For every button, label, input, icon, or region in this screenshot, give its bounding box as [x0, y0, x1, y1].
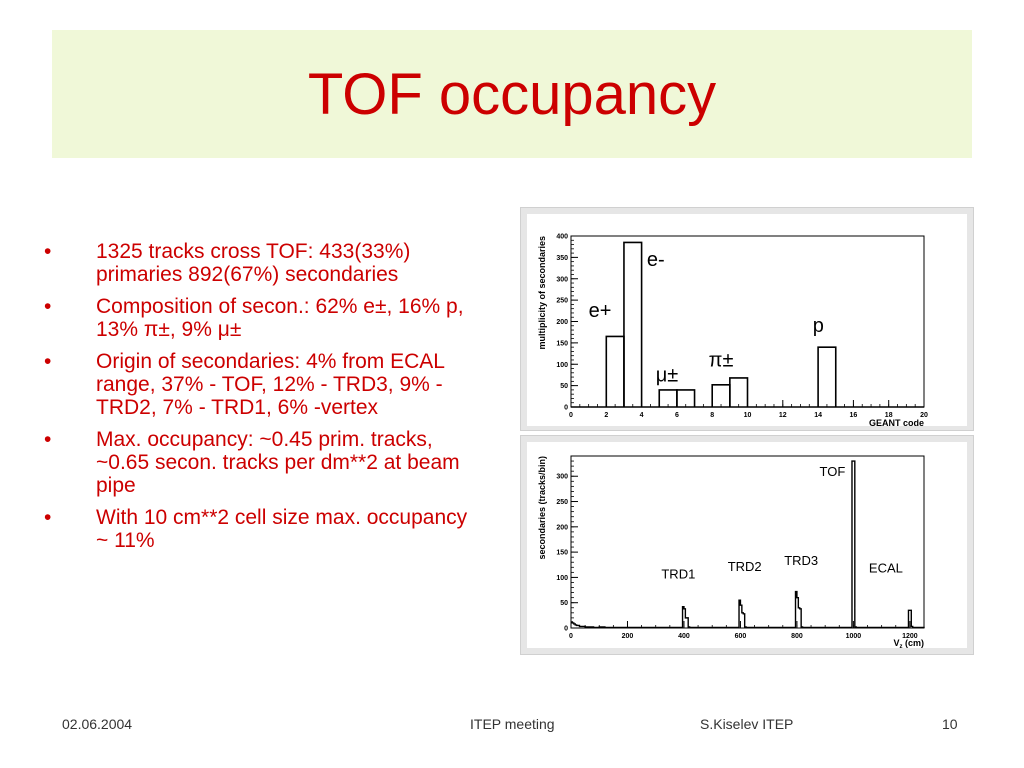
x-tick-label: 4	[640, 412, 644, 419]
annotation-label: TRD2	[728, 559, 762, 574]
annotation-label: TOF	[820, 464, 846, 479]
y-tick-label: 250	[556, 499, 568, 506]
x-tick-label: 200	[622, 633, 634, 640]
vz-distribution-series	[571, 460, 925, 629]
y-tick-label: 100	[556, 575, 568, 582]
bullet-item: • 1325 tracks cross TOF: 433(33%) primari…	[40, 240, 480, 286]
annotation-label: e-	[647, 249, 665, 271]
y-tick-label: 300	[556, 474, 568, 481]
bullet-text: Composition of secon.: 62% e±, 16% p, 13…	[96, 295, 464, 341]
x-axis-label-main: V	[893, 638, 899, 648]
x-tick-label: 12	[779, 412, 787, 419]
x-tick-label: 16	[850, 412, 858, 419]
y-tick-label: 250	[556, 298, 568, 305]
histogram-bin	[676, 389, 696, 407]
x-tick-label: 600	[735, 633, 747, 640]
y-tick-label: 300	[556, 276, 568, 283]
x-tick-label: 1200	[902, 633, 918, 640]
bullet-item: • Composition of secon.: 62% e±, 16% p, 1…	[40, 295, 480, 341]
vz-distribution-chart: 0 200 400 600 800 1000 1200 0 50 100 150 200 250 300 V…	[527, 442, 967, 650]
bullet-marker: •	[44, 240, 52, 263]
x-tick-label: 8	[710, 412, 714, 419]
bullet-marker: •	[44, 295, 52, 318]
x-tick-label: 800	[791, 633, 803, 640]
x-tick-label: 0	[569, 412, 573, 419]
y-axis-label: secondaries (tracks/bin)	[537, 456, 547, 560]
title-banner: TOF occupancy	[52, 30, 972, 158]
x-tick-label: 1000	[846, 633, 862, 640]
annotation-label: ECAL	[869, 560, 903, 575]
y-tick-label: 350	[556, 255, 568, 262]
bullet-text: 1325 tracks cross TOF: 433(33%) primarie…	[96, 240, 411, 286]
geant-code-chart-frame: 0 2 4 6 8 10 12 14 16 18 20 0 50 100 150 200 250 300 350 40…	[520, 207, 974, 431]
bullet-list: • 1325 tracks cross TOF: 433(33%) primari…	[40, 240, 480, 561]
y-tick-label: 150	[556, 340, 568, 347]
bullet-marker: •	[44, 428, 52, 451]
annotation-label: e+	[589, 300, 612, 322]
y-tick-label: 400	[556, 234, 568, 241]
histogram-bin	[729, 377, 749, 407]
bullet-item: • With 10 cm**2 cell size max. occupancy …	[40, 506, 480, 552]
footer-page: 10	[942, 716, 958, 732]
y-tick-label: 200	[556, 319, 568, 326]
y-tick-label: 0	[564, 626, 568, 633]
y-tick-label: 100	[556, 362, 568, 369]
x-tick-label: 18	[885, 412, 893, 419]
bullet-text: With 10 cm**2 cell size max. occupancy ~…	[96, 506, 468, 552]
x-tick-label: 20	[920, 412, 928, 419]
bullet-text: Max. occupancy: ~0.45 prim. tracks, ~0.6…	[96, 428, 460, 497]
annotation-label: p	[813, 315, 824, 337]
x-tick-label: 400	[678, 633, 690, 640]
footer-author: S.Kiselev ITEP	[700, 716, 794, 732]
geant-code-histogram: 0 2 4 6 8 10 12 14 16 18 2005010015020025030035040…	[527, 214, 967, 428]
annotation-label: μ±	[656, 364, 679, 386]
x-tick-label: 2	[604, 412, 608, 419]
bullet-marker: •	[44, 350, 52, 373]
y-tick-label: 50	[560, 600, 568, 607]
plot-area	[570, 455, 925, 629]
histogram-bin	[817, 346, 837, 407]
y-tick-label: 150	[556, 550, 568, 557]
x-tick-label: 6	[675, 412, 679, 419]
x-axis-label: GEANT code	[869, 418, 924, 428]
x-tick-label: 0	[569, 633, 573, 640]
x-tick-label: 14	[814, 412, 822, 419]
bullet-marker: •	[44, 506, 52, 529]
bullet-item: • Origin of secondaries: 4% from ECAL ran…	[40, 350, 480, 419]
bullet-item: • Max. occupancy: ~0.45 prim. tracks, ~0.…	[40, 428, 480, 497]
y-tick-label: 200	[556, 524, 568, 531]
x-tick-label: 10	[744, 412, 752, 419]
x-axis-label-sub: z	[899, 644, 902, 650]
slide-title: TOF occupancy	[307, 61, 717, 127]
footer-date: 02.06.2004	[62, 716, 133, 732]
vz-chart-frame: 0 200 400 600 800 1000 1200 0 50 100 150 200 250 300 V…	[520, 435, 974, 655]
annotation-label: TRD3	[784, 553, 818, 568]
x-axis-label: Vz (cm)	[893, 638, 924, 650]
y-tick-label: 0	[564, 405, 568, 412]
y-axis-label: multiplicity of secondaries	[537, 236, 547, 350]
annotation-label: π±	[709, 349, 734, 371]
x-axis-label-rest: (cm)	[902, 638, 924, 648]
histogram-bin	[623, 241, 643, 407]
annotation-label: TRD1	[661, 566, 695, 581]
y-tick-label: 50	[560, 383, 568, 390]
bullet-text: Origin of secondaries: 4% from ECAL rang…	[96, 350, 445, 419]
footer-event: ITEP meeting	[470, 716, 555, 732]
